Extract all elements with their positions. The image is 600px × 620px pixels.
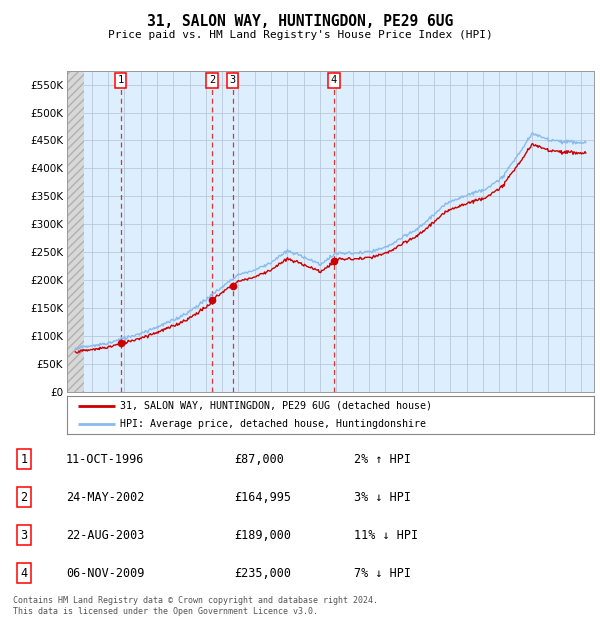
Text: 22-AUG-2003: 22-AUG-2003	[66, 529, 145, 542]
Text: 3% ↓ HPI: 3% ↓ HPI	[354, 490, 411, 503]
Text: £164,995: £164,995	[234, 490, 291, 503]
Text: 2: 2	[20, 490, 28, 503]
Text: Price paid vs. HM Land Registry's House Price Index (HPI): Price paid vs. HM Land Registry's House …	[107, 30, 493, 40]
Text: 11-OCT-1996: 11-OCT-1996	[66, 453, 145, 466]
Text: 31, SALON WAY, HUNTINGDON, PE29 6UG: 31, SALON WAY, HUNTINGDON, PE29 6UG	[147, 14, 453, 29]
Text: 1: 1	[20, 453, 28, 466]
Text: 3: 3	[229, 76, 236, 86]
Text: 4: 4	[331, 76, 337, 86]
Text: 31, SALON WAY, HUNTINGDON, PE29 6UG (detached house): 31, SALON WAY, HUNTINGDON, PE29 6UG (det…	[120, 401, 432, 411]
Text: 11% ↓ HPI: 11% ↓ HPI	[354, 529, 418, 542]
Bar	[67, 71, 85, 392]
Text: 7% ↓ HPI: 7% ↓ HPI	[354, 567, 411, 580]
Text: 06-NOV-2009: 06-NOV-2009	[66, 567, 145, 580]
Text: 3: 3	[20, 529, 28, 542]
Text: £235,000: £235,000	[234, 567, 291, 580]
Text: 2% ↑ HPI: 2% ↑ HPI	[354, 453, 411, 466]
Text: Contains HM Land Registry data © Crown copyright and database right 2024.
This d: Contains HM Land Registry data © Crown c…	[13, 596, 378, 616]
Text: HPI: Average price, detached house, Huntingdonshire: HPI: Average price, detached house, Hunt…	[120, 418, 426, 428]
Text: £87,000: £87,000	[234, 453, 284, 466]
Text: 1: 1	[118, 76, 124, 86]
Text: £189,000: £189,000	[234, 529, 291, 542]
Text: 4: 4	[20, 567, 28, 580]
Text: 24-MAY-2002: 24-MAY-2002	[66, 490, 145, 503]
Text: 2: 2	[209, 76, 215, 86]
